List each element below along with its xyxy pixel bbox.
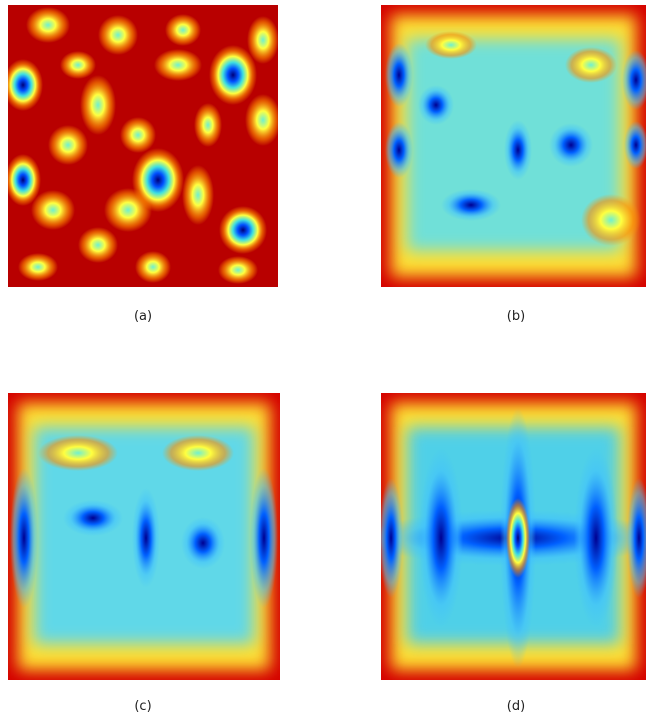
- heat-blob: [132, 148, 184, 212]
- heat-blob: [565, 47, 617, 83]
- heat-blob: [98, 15, 138, 55]
- heat-blob: [31, 190, 75, 230]
- heat-blob: [10, 468, 38, 608]
- heat-blob: [132, 488, 160, 588]
- panel-label: (c): [134, 699, 151, 714]
- heat-blob: [8, 59, 43, 111]
- heat-blob: [194, 103, 222, 147]
- heat-blob: [506, 498, 530, 578]
- heat-blob: [245, 94, 278, 146]
- heat-blob: [441, 189, 501, 221]
- panel-label: (d): [507, 699, 525, 714]
- heat-blob: [135, 251, 171, 283]
- heat-blob: [8, 154, 41, 206]
- heat-blob: [63, 500, 123, 536]
- heat-blob: [182, 165, 214, 225]
- panel-d: [381, 393, 646, 680]
- heat-blob: [247, 16, 278, 64]
- heat-blob: [219, 206, 267, 254]
- heat-blob: [120, 117, 156, 153]
- heat-blob: [165, 14, 201, 46]
- heat-blob: [574, 448, 618, 628]
- heat-blob: [624, 121, 646, 169]
- heat-blob: [162, 435, 234, 471]
- heat-blob: [622, 50, 646, 110]
- heat-blob: [78, 227, 118, 263]
- heat-blob: [218, 256, 258, 284]
- heat-blob: [38, 435, 118, 471]
- heat-blob: [385, 43, 413, 107]
- heat-blob: [581, 194, 641, 246]
- heat-blob: [60, 51, 96, 79]
- heat-blob: [425, 31, 477, 59]
- heat-blob: [419, 448, 463, 628]
- heat-blob: [181, 517, 225, 569]
- heat-blob: [26, 7, 70, 43]
- heat-blob: [80, 75, 116, 135]
- heat-blob: [627, 478, 646, 598]
- panel-c: [8, 393, 280, 680]
- panel-label: (a): [134, 309, 152, 324]
- heat-blob: [154, 49, 202, 81]
- panel-label: (b): [507, 309, 525, 324]
- heat-blob: [381, 478, 403, 598]
- heat-blob: [504, 120, 532, 180]
- heat-blob: [385, 122, 413, 178]
- panel-b: [381, 5, 646, 287]
- heat-blob: [549, 123, 593, 167]
- heat-blob: [48, 125, 88, 165]
- heat-blob: [209, 45, 257, 105]
- panel-a: [8, 5, 278, 287]
- heat-blob: [418, 85, 454, 125]
- heat-blob: [250, 468, 278, 608]
- heat-blob: [18, 253, 58, 281]
